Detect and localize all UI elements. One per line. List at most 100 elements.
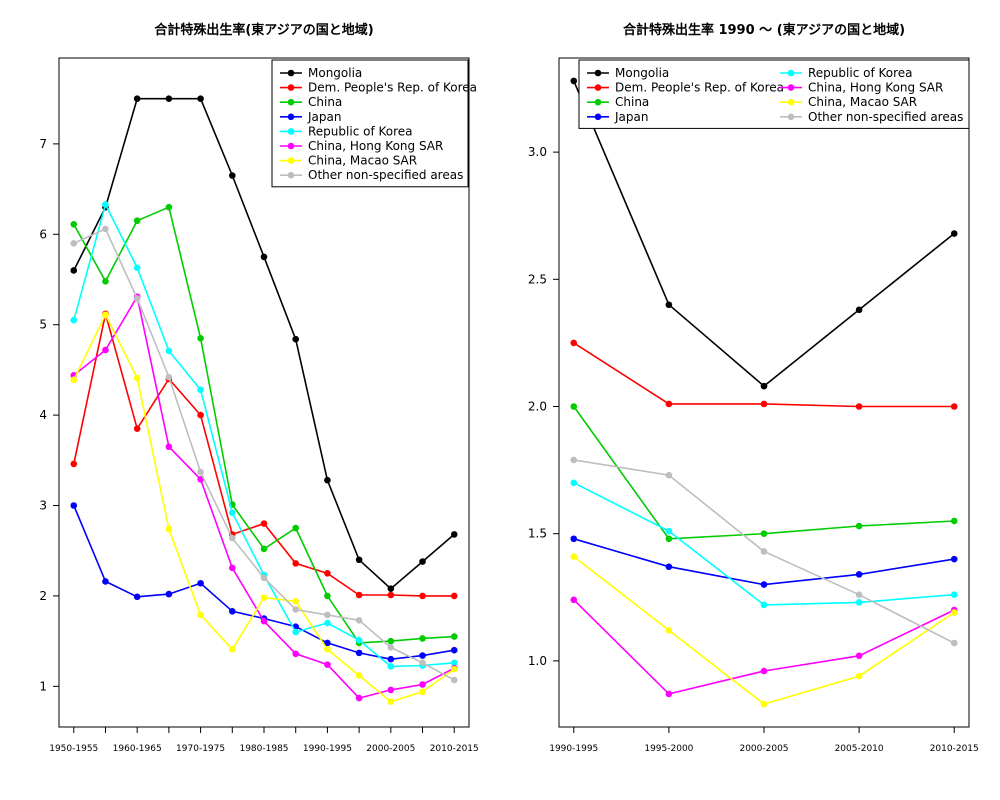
legend-swatch-point (787, 98, 795, 106)
data-point (324, 592, 331, 600)
legend-swatch-point (287, 69, 295, 77)
series-2 (70, 203, 458, 647)
series-3 (570, 535, 958, 588)
y-tick-label: 2.0 (528, 399, 547, 413)
x-tick-label: 2000-2005 (739, 744, 788, 754)
x-tick-label: 1990-1995 (303, 744, 352, 754)
legend-label: China, Macao SAR (308, 154, 417, 168)
legend-box (271, 59, 469, 188)
legend-label: Dem. People's Rep. of Korea (308, 81, 477, 95)
legend-box (578, 59, 970, 129)
data-point (292, 560, 300, 567)
data-point (387, 655, 395, 663)
data-point (355, 672, 363, 679)
x-tick-label: 2000-2005 (366, 744, 415, 754)
y-tick-label: 4 (39, 408, 47, 422)
data-point (355, 556, 363, 564)
data-point (228, 172, 236, 179)
data-point (228, 607, 236, 615)
legend-label: China (308, 95, 342, 109)
data-point (355, 617, 363, 624)
series-line (73, 312, 455, 703)
data-point (165, 590, 173, 598)
data-point (950, 609, 958, 616)
data-point (228, 534, 236, 542)
data-point (355, 591, 363, 599)
series-5 (570, 596, 958, 698)
data-point (165, 347, 173, 355)
data-point (450, 592, 458, 600)
data-point (419, 635, 426, 642)
data-point (760, 581, 768, 588)
data-point (102, 225, 109, 233)
data-point (102, 278, 109, 285)
data-point (292, 606, 300, 613)
data-point (70, 376, 78, 384)
data-point (292, 335, 300, 343)
data-point (760, 667, 768, 675)
legend-swatch-point (287, 142, 295, 150)
x-tick-label: 1950-1955 (49, 744, 98, 754)
chart-panel-all-years: 合計特殊出生率(東アジアの国と地域) 1 2 3 4 5 6 7 1950-1955 1960-… (39, 22, 478, 754)
data-point (228, 645, 236, 653)
legend-label: Dem. People's Rep. of Korea (615, 81, 784, 95)
data-point (419, 681, 426, 688)
data-point (665, 535, 673, 543)
legend-swatch-point (787, 69, 795, 77)
legend-swatch-point (787, 113, 795, 121)
legend-label: Republic of Korea (808, 66, 913, 80)
legend-label: China (615, 95, 649, 109)
data-point (324, 476, 331, 484)
data-point (165, 443, 173, 451)
data-point (228, 509, 236, 517)
series-7 (570, 456, 958, 647)
legend-label: China, Hong Kong SAR (308, 139, 443, 153)
series-line (573, 538, 955, 586)
series-1 (570, 339, 958, 410)
data-point (450, 659, 458, 667)
chart-panel-since-1990: 合計特殊出生率 1990 〜 (東アジアの国と地域) 1.0 1.5 2.0 2.5 3… (528, 22, 979, 754)
data-point (570, 535, 578, 543)
chart-title: 合計特殊出生率(東アジアの国と地域) (154, 22, 373, 38)
data-point (133, 374, 141, 382)
data-point (570, 339, 578, 347)
legend-swatch-point (287, 171, 295, 179)
data-point (419, 688, 426, 696)
legend-label: Japan (307, 110, 341, 124)
data-point (450, 676, 458, 684)
data-point (665, 471, 673, 479)
data-point (419, 592, 426, 600)
data-point (133, 95, 141, 102)
data-point (387, 585, 395, 592)
data-point (260, 574, 268, 582)
series-line (573, 342, 955, 408)
legend-swatch-point (594, 69, 602, 77)
x-tick-label: 1995-2000 (644, 744, 693, 754)
data-point (102, 346, 109, 354)
data-point (950, 555, 958, 563)
x-tick-label: 2005-2010 (835, 744, 884, 754)
data-point (165, 373, 173, 381)
series-6 (70, 311, 458, 705)
data-point (950, 230, 958, 237)
data-point (450, 646, 458, 654)
data-point (855, 599, 863, 606)
data-point (70, 460, 78, 468)
data-point (950, 591, 958, 599)
data-point (760, 382, 768, 390)
data-point (197, 611, 204, 619)
series-line (73, 227, 455, 681)
data-point (419, 558, 426, 565)
data-point (102, 578, 109, 585)
data-point (324, 661, 331, 668)
series-7 (70, 225, 458, 684)
data-point (665, 301, 673, 309)
legend-swatch-point (594, 84, 602, 91)
data-point (570, 403, 578, 410)
data-point (665, 400, 673, 408)
y-tick-label: 1.0 (528, 654, 547, 668)
data-point (70, 240, 78, 247)
plot-frame (558, 57, 970, 728)
data-point (355, 636, 363, 644)
